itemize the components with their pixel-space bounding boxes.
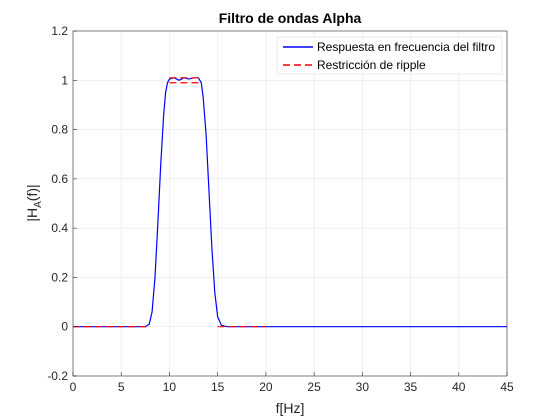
plot-area <box>73 31 507 376</box>
x-tick-label: 40 <box>452 380 466 394</box>
series-layer <box>73 77 507 328</box>
x-tick-label: 25 <box>307 380 321 394</box>
ticks: 0 5 10 15 20 25 30 35 40 45-0.200.20.40.60.811.2 <box>47 24 514 394</box>
x-tick-label: 20 <box>259 380 273 394</box>
x-tick-label: 5 <box>118 380 125 394</box>
legend: Respuesta en frecuencia del filtro Restr… <box>276 36 503 75</box>
y-tick-label: 0.4 <box>51 221 68 235</box>
y-tick-label: 0.2 <box>51 270 68 284</box>
x-tick-label: 15 <box>211 380 225 394</box>
x-tick-label: 35 <box>404 380 418 394</box>
chart-title: Filtro de ondas Alpha <box>219 10 362 26</box>
x-axis-label: f[Hz] <box>276 400 305 416</box>
legend-label-response: Respuesta en frecuencia del filtro <box>317 40 495 54</box>
y-axis-label-sub: A <box>33 201 44 208</box>
grid <box>73 31 507 376</box>
y-axis-label: |HA(f)| <box>24 184 44 221</box>
x-tick-label: 45 <box>500 380 514 394</box>
y-tick-label: 1 <box>61 73 68 87</box>
x-tick-label: 10 <box>163 380 177 394</box>
legend-label-ripple: Restricción de ripple <box>317 58 426 72</box>
y-axis-label-tail: (f)| <box>24 184 40 201</box>
y-tick-label: 0.6 <box>51 172 68 186</box>
x-tick-label: 0 <box>70 380 77 394</box>
axes-box <box>72 30 508 377</box>
y-tick-label: 0 <box>61 320 68 334</box>
y-tick-label: 0.8 <box>51 123 68 137</box>
x-tick-label: 30 <box>356 380 370 394</box>
y-tick-label: 1.2 <box>51 24 68 38</box>
y-axis-label-main: |H <box>24 208 40 222</box>
legend-box <box>276 36 503 75</box>
y-tick-label: -0.2 <box>47 369 68 383</box>
